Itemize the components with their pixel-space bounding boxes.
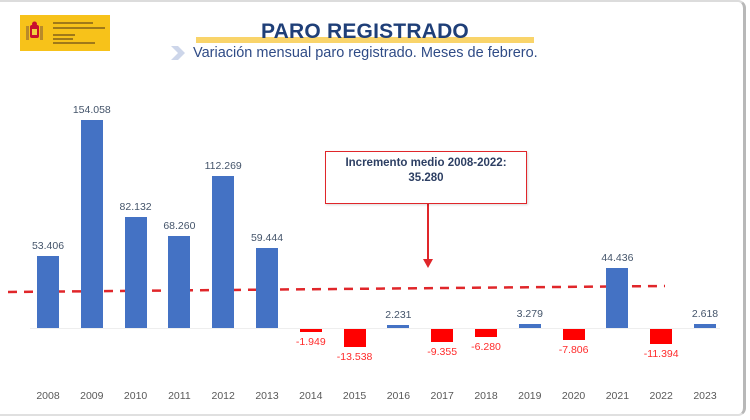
value-label-2019: 3.279: [516, 307, 543, 320]
value-label-2022: -11.394: [643, 348, 679, 361]
x-tick-2016: 2016: [386, 390, 411, 402]
bar-2009: [80, 120, 103, 328]
bar-2021: [606, 268, 629, 328]
x-tick-2013: 2013: [255, 390, 279, 402]
zero-axis-line: [30, 328, 720, 329]
value-label-2015: -13.538: [336, 351, 373, 364]
value-label-2016: 2.231: [385, 308, 412, 321]
x-tick-2008: 2008: [36, 390, 60, 402]
value-label-2010: 82.132: [119, 201, 152, 214]
x-tick-2012: 2012: [211, 390, 235, 402]
bar-2013: [256, 247, 278, 328]
bar-2014: [299, 329, 322, 332]
value-label-2013: 59.444: [250, 231, 284, 244]
value-label-2020: -7.806: [558, 343, 589, 356]
title-block: PARO REGISTRADO: [190, 18, 560, 48]
x-tick-2020: 2020: [561, 390, 586, 402]
bar-2016: [387, 324, 410, 328]
page-title: PARO REGISTRADO: [261, 20, 469, 43]
bar-2015: [343, 329, 366, 348]
x-tick-2021: 2021: [605, 390, 630, 402]
bar-2019: [518, 323, 541, 328]
bar-2022: [650, 329, 673, 345]
x-tick-2011: 2011: [168, 390, 191, 402]
x-tick-2014: 2014: [299, 390, 323, 402]
bar-2020: [562, 329, 585, 340]
bar-2010: [124, 217, 147, 328]
value-label-2014: -1.949: [295, 336, 326, 348]
value-label-2012: 112.269: [204, 160, 242, 173]
x-tick-2018: 2018: [474, 390, 498, 402]
ministry-logo: [20, 15, 110, 51]
x-tick-2022: 2022: [649, 390, 673, 402]
x-tick-2019: 2019: [518, 390, 542, 402]
chart-subtitle: Variación mensual paro registrado. Meses…: [193, 45, 538, 61]
x-tick-2010: 2010: [123, 390, 148, 402]
bar-2023: [694, 324, 716, 328]
bar-2008: [37, 255, 59, 328]
value-label-2017: -9.355: [427, 345, 458, 358]
value-label-2009: 154.058: [72, 104, 111, 116]
title-highlight: [196, 37, 534, 43]
x-tick-2009: 2009: [80, 390, 104, 402]
x-tick-2017: 2017: [430, 390, 454, 402]
spain-coat-of-arms-icon: [26, 21, 43, 40]
value-label-2011: 68.260: [163, 219, 196, 232]
value-label-2023: 2.618: [691, 308, 719, 321]
x-tick-2023: 2023: [693, 390, 717, 402]
annotation-label: Incremento medio 2008-2022:: [345, 157, 507, 169]
bar-2012: [212, 176, 235, 328]
bar-2018: [475, 329, 497, 338]
chevron-right-icon: [171, 46, 185, 60]
value-label-2021: 44.436: [601, 252, 634, 264]
mean-annotation-box: Incremento medio 2008-2022: 35.280: [325, 151, 527, 204]
bar-2011: [168, 235, 191, 328]
value-label-2008: 53.406: [31, 239, 65, 252]
value-label-2018: -6.280: [471, 341, 501, 354]
bar-2017: [431, 329, 454, 342]
annotation-value: 35.280: [408, 172, 444, 184]
x-tick-2015: 2015: [342, 390, 367, 402]
